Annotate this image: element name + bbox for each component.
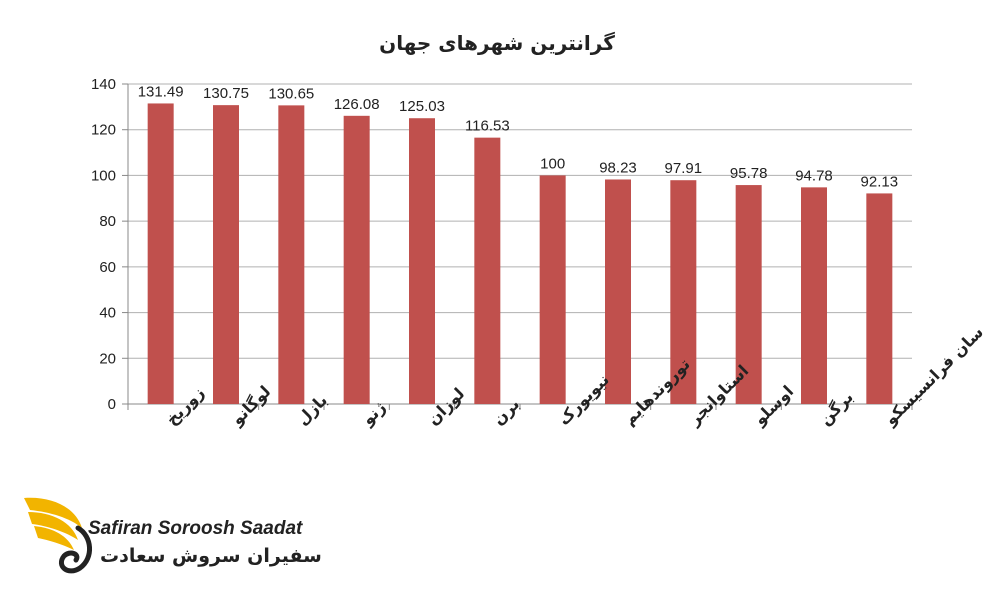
data-label: 130.65 (268, 85, 314, 102)
y-tick-label: 80 (99, 213, 116, 230)
bar (409, 118, 435, 405)
data-label: 130.75 (203, 85, 249, 102)
data-label: 94.78 (795, 167, 833, 184)
bar (605, 179, 631, 404)
x-category-label: سان فرانسیسکو (880, 323, 987, 430)
chart-title: گرانترین شهرهای جهان (379, 31, 615, 55)
bar (213, 105, 239, 405)
y-tick-label: 120 (91, 122, 116, 139)
bar (147, 103, 174, 405)
y-tick-label: 0 (108, 396, 116, 413)
bar (670, 180, 697, 404)
logo-text-english: Safiran Soroosh Saadat (88, 518, 303, 539)
brand-logo: Safiran Soroosh Saadat سفیران سروش سعادت (20, 488, 322, 583)
bars (147, 103, 893, 405)
data-label: 98.23 (599, 159, 637, 176)
data-label: 95.78 (730, 165, 768, 182)
y-tick-label: 40 (99, 305, 116, 322)
data-label: 92.13 (861, 173, 899, 190)
bar (278, 105, 305, 404)
y-axis: 0 20 40 60 80 100 120 140 (91, 76, 913, 413)
bar (801, 187, 827, 404)
wing-logo-icon (24, 497, 92, 574)
bar (866, 193, 893, 404)
data-label: 131.49 (138, 83, 184, 100)
bar (735, 185, 762, 404)
y-tick-label: 140 (91, 76, 116, 93)
data-label: 116.53 (465, 118, 510, 135)
logo-text-persian: سفیران سروش سعادت (100, 545, 322, 567)
y-tick-label: 20 (99, 350, 116, 367)
data-label: 97.91 (665, 160, 703, 177)
data-label: 125.03 (399, 98, 445, 115)
y-tick-label: 100 (91, 167, 116, 184)
y-tick-label: 60 (99, 259, 116, 276)
bar (474, 137, 501, 404)
data-label: 126.08 (334, 96, 380, 113)
data-label: 100 (540, 155, 565, 172)
grid-lines (128, 83, 912, 405)
bar (343, 115, 370, 405)
data-labels: 131.49 130.75 130.65 126.08 125.03 116.53 100 9… (138, 83, 898, 190)
bar (539, 175, 566, 404)
